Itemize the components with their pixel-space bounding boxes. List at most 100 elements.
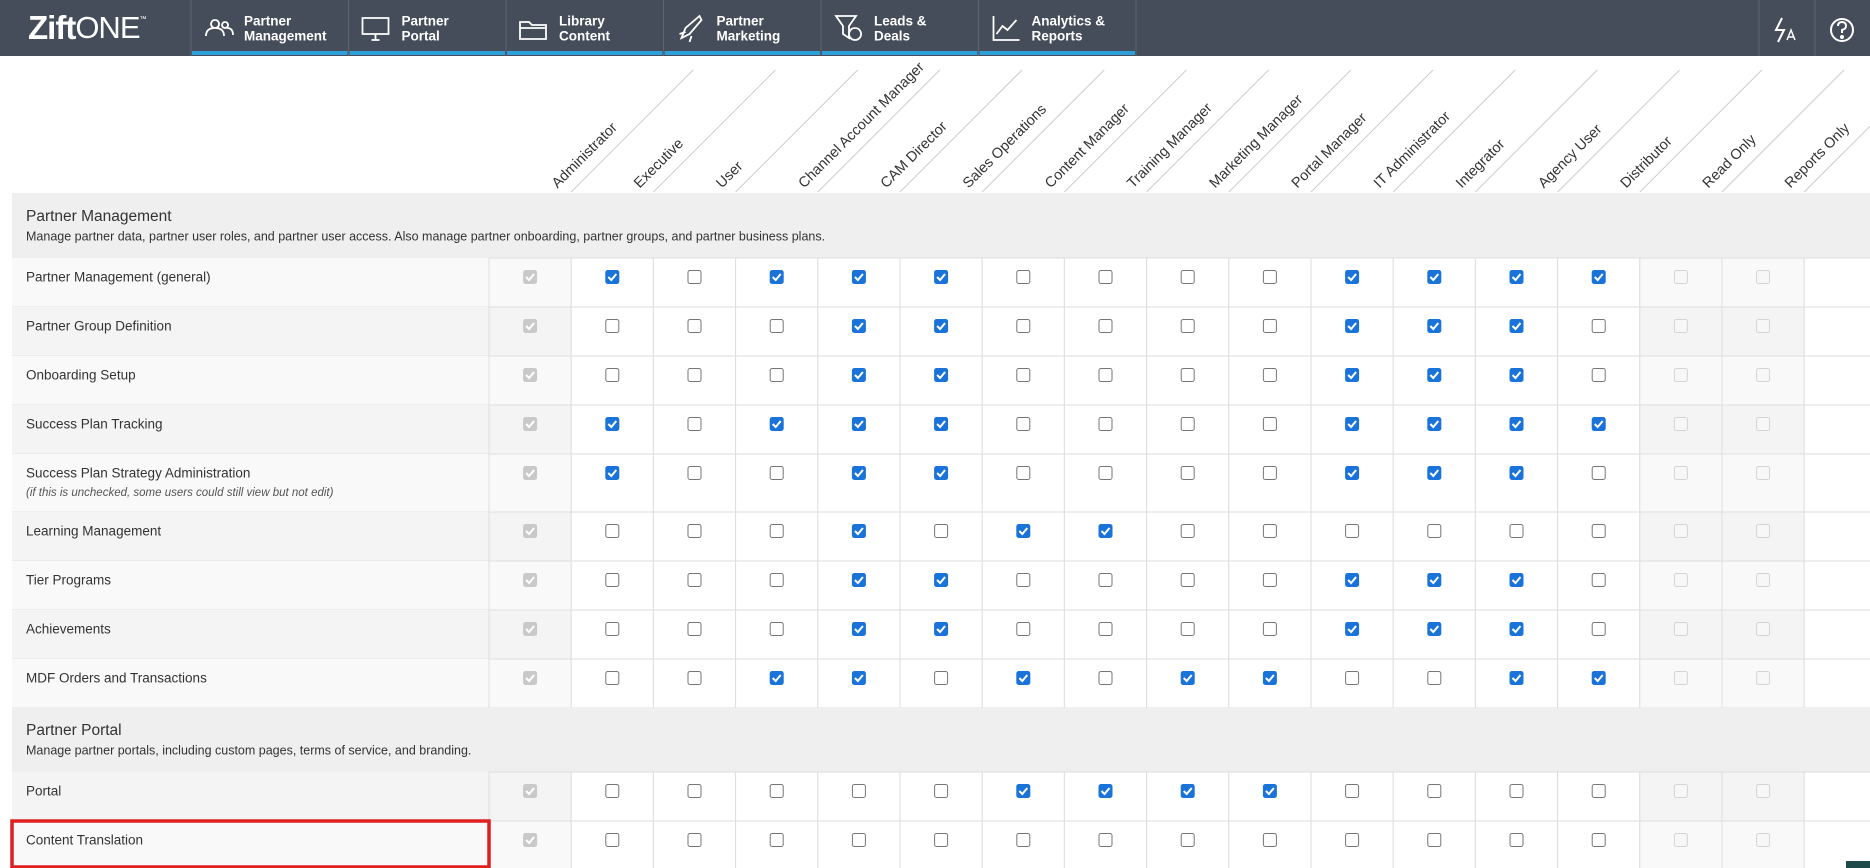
permission-checkbox[interactable] <box>687 417 702 431</box>
permission-checkbox[interactable] <box>1591 417 1606 431</box>
permission-checkbox[interactable] <box>1180 417 1195 431</box>
permission-checkbox[interactable] <box>1262 573 1277 587</box>
permission-checkbox[interactable] <box>769 417 784 431</box>
permission-checkbox[interactable] <box>1345 368 1360 382</box>
permission-checkbox[interactable] <box>605 671 620 685</box>
permission-checkbox[interactable] <box>1591 319 1606 333</box>
permission-checkbox[interactable] <box>1262 833 1277 847</box>
permission-checkbox[interactable] <box>1180 466 1195 480</box>
permission-checkbox[interactable] <box>687 270 702 284</box>
permission-checkbox[interactable] <box>1509 833 1524 847</box>
permission-checkbox[interactable] <box>1591 466 1606 480</box>
permission-checkbox[interactable] <box>1345 671 1360 685</box>
permission-checkbox[interactable] <box>1591 368 1606 382</box>
permission-checkbox[interactable] <box>769 524 784 538</box>
permission-checkbox[interactable] <box>605 573 620 587</box>
permission-checkbox[interactable] <box>1591 524 1606 538</box>
permission-checkbox[interactable] <box>1427 833 1442 847</box>
permission-checkbox[interactable] <box>851 466 866 480</box>
permission-checkbox[interactable] <box>1427 368 1442 382</box>
permission-checkbox[interactable] <box>851 524 866 538</box>
permission-checkbox[interactable] <box>851 270 866 284</box>
permission-checkbox[interactable] <box>1098 671 1113 685</box>
permission-checkbox[interactable] <box>1262 524 1277 538</box>
permission-checkbox[interactable] <box>687 622 702 636</box>
permission-checkbox[interactable] <box>687 466 702 480</box>
permission-checkbox[interactable] <box>851 573 866 587</box>
permission-checkbox[interactable] <box>687 784 702 798</box>
permission-checkbox[interactable] <box>1427 784 1442 798</box>
permission-checkbox[interactable] <box>605 417 620 431</box>
permission-checkbox[interactable] <box>1016 833 1031 847</box>
permission-checkbox[interactable] <box>1262 368 1277 382</box>
permission-checkbox[interactable] <box>1509 319 1524 333</box>
permission-checkbox[interactable] <box>1180 524 1195 538</box>
permission-checkbox[interactable] <box>769 784 784 798</box>
help-icon[interactable] <box>1830 18 1854 42</box>
permission-checkbox[interactable] <box>1427 417 1442 431</box>
permission-checkbox[interactable] <box>1427 524 1442 538</box>
permission-checkbox[interactable] <box>851 417 866 431</box>
permission-checkbox[interactable] <box>1098 833 1113 847</box>
permission-checkbox[interactable] <box>1345 573 1360 587</box>
permission-checkbox[interactable] <box>769 622 784 636</box>
permission-checkbox[interactable] <box>1591 573 1606 587</box>
permission-checkbox[interactable] <box>1427 466 1442 480</box>
permission-checkbox[interactable] <box>1427 671 1442 685</box>
permission-checkbox[interactable] <box>1509 573 1524 587</box>
permission-checkbox[interactable] <box>1262 319 1277 333</box>
permission-checkbox[interactable] <box>1098 573 1113 587</box>
permission-checkbox[interactable] <box>1262 784 1277 798</box>
permission-checkbox[interactable] <box>1016 622 1031 636</box>
permission-checkbox[interactable] <box>1016 368 1031 382</box>
permission-checkbox[interactable] <box>851 784 866 798</box>
permission-checkbox[interactable] <box>1591 833 1606 847</box>
permission-checkbox[interactable] <box>1345 784 1360 798</box>
permission-checkbox[interactable] <box>1591 671 1606 685</box>
permission-checkbox[interactable] <box>851 368 866 382</box>
permission-checkbox[interactable] <box>1098 784 1113 798</box>
permission-checkbox[interactable] <box>1509 466 1524 480</box>
permission-checkbox[interactable] <box>1016 319 1031 333</box>
permission-checkbox[interactable] <box>1262 270 1277 284</box>
permission-checkbox[interactable] <box>1180 622 1195 636</box>
permission-checkbox[interactable] <box>605 270 620 284</box>
permission-checkbox[interactable] <box>1098 270 1113 284</box>
permission-checkbox[interactable] <box>605 466 620 480</box>
permission-checkbox[interactable] <box>1098 368 1113 382</box>
permission-checkbox[interactable] <box>769 466 784 480</box>
permission-checkbox[interactable] <box>934 524 949 538</box>
permission-checkbox[interactable] <box>934 417 949 431</box>
permission-checkbox[interactable] <box>1591 270 1606 284</box>
permission-checkbox[interactable] <box>1345 524 1360 538</box>
permission-checkbox[interactable] <box>605 524 620 538</box>
permission-checkbox[interactable] <box>1098 417 1113 431</box>
permission-checkbox[interactable] <box>1509 417 1524 431</box>
permission-checkbox[interactable] <box>851 671 866 685</box>
permission-checkbox[interactable] <box>1262 671 1277 685</box>
permission-checkbox[interactable] <box>1509 270 1524 284</box>
permission-checkbox[interactable] <box>1016 524 1031 538</box>
permission-checkbox[interactable] <box>1098 319 1113 333</box>
permission-checkbox[interactable] <box>769 319 784 333</box>
corner-widget[interactable] <box>1846 861 1870 868</box>
permission-checkbox[interactable] <box>934 466 949 480</box>
quick-actions-icon[interactable] <box>1774 17 1796 43</box>
permission-checkbox[interactable] <box>769 368 784 382</box>
permission-checkbox[interactable] <box>605 368 620 382</box>
permission-checkbox[interactable] <box>769 270 784 284</box>
permission-checkbox[interactable] <box>1016 573 1031 587</box>
permission-checkbox[interactable] <box>1016 671 1031 685</box>
permission-checkbox[interactable] <box>1262 622 1277 636</box>
permission-checkbox[interactable] <box>1016 270 1031 284</box>
permission-checkbox[interactable] <box>1345 466 1360 480</box>
permission-checkbox[interactable] <box>1427 573 1442 587</box>
permission-checkbox[interactable] <box>1262 417 1277 431</box>
permission-checkbox[interactable] <box>1509 784 1524 798</box>
permission-checkbox[interactable] <box>769 833 784 847</box>
permission-checkbox[interactable] <box>1180 833 1195 847</box>
permission-checkbox[interactable] <box>1098 524 1113 538</box>
permission-checkbox[interactable] <box>769 671 784 685</box>
permission-checkbox[interactable] <box>934 833 949 847</box>
permission-checkbox[interactable] <box>851 622 866 636</box>
